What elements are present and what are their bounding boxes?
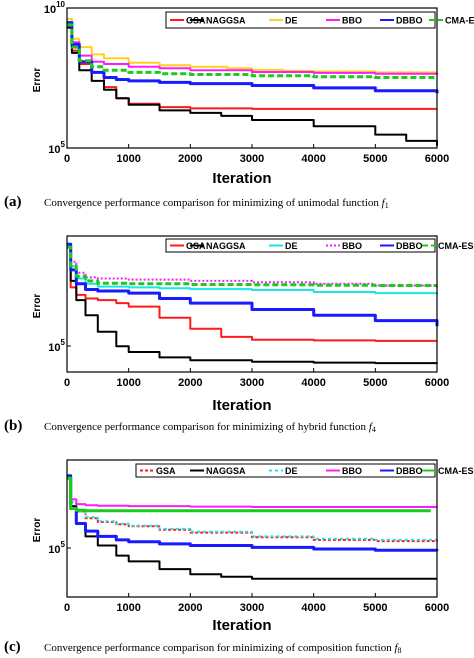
x-tick-label: 0	[64, 377, 70, 389]
y-axis-label: Error	[32, 68, 43, 93]
x-tick-label: 6000	[425, 153, 449, 165]
series-line-cma-es	[67, 23, 439, 79]
series-line-naggsa	[67, 26, 438, 146]
y-axis-label: Error	[32, 518, 43, 543]
y-tick-label: 1010	[44, 0, 66, 16]
series-line-dbbo	[67, 474, 439, 552]
series-line-de	[67, 474, 438, 541]
panel-letter: (b)	[4, 418, 22, 434]
legend-label-bbo: BBO	[342, 16, 362, 26]
x-tick-label: 5000	[363, 153, 387, 165]
legend-label-de: DE	[285, 466, 298, 476]
y-axis-label: Error	[32, 294, 43, 319]
x-tick-label: 1000	[116, 377, 140, 389]
chart-panel-3: 0 1000 2000 3000 4000 5000 6000 105 Iteration Err…	[4, 459, 474, 655]
panel-letter: (a)	[4, 194, 22, 210]
x-tick-label: 1000	[116, 153, 140, 165]
legend-label-naggsa: NAGGSA	[206, 466, 246, 476]
x-tick-label: 5000	[363, 602, 387, 614]
legend-label-bbo: BBO	[342, 241, 362, 251]
x-tick-label: 4000	[301, 153, 325, 165]
legend-label-dbbo: DBBO	[396, 466, 423, 476]
x-tick-label: 4000	[301, 602, 325, 614]
series-line-bbo	[67, 21, 438, 75]
series-line-bbo	[67, 474, 437, 508]
y-tick-label: 105	[48, 540, 65, 556]
series-line-naggsa	[67, 243, 438, 365]
legend-label-bbo: BBO	[342, 466, 362, 476]
chart-panel-2: 0 1000 2000 3000 4000 5000 6000 105 Iteration Err…	[4, 235, 474, 434]
legend-label-naggsa: NAGGSA	[206, 16, 246, 26]
x-tick-label: 3000	[240, 153, 264, 165]
series-line-bbo	[67, 243, 438, 288]
x-tick-label: 3000	[240, 602, 264, 614]
legend-label-gsa: GSA	[156, 466, 176, 476]
legend-label-cma-es: CMA-ES	[438, 466, 474, 476]
x-tick-label: 3000	[240, 377, 264, 389]
y-tick-label: 105	[48, 338, 65, 354]
legend-label-de: DE	[285, 16, 298, 26]
x-tick-label: 6000	[425, 602, 449, 614]
series-line-cma-es	[67, 476, 431, 513]
legend-label-cma-es: CMA-ES	[445, 16, 474, 26]
x-tick-label: 2000	[178, 602, 202, 614]
legend-label-de: DE	[285, 241, 298, 251]
x-axis-label: Iteration	[212, 170, 271, 187]
x-tick-label: 4000	[301, 377, 325, 389]
legend-label-cma-es: CMA-ES	[438, 241, 474, 251]
x-tick-label: 5000	[363, 377, 387, 389]
panel-caption: Convergence performance comparison for m…	[44, 421, 376, 434]
panel-caption: Convergence performance comparison for m…	[44, 642, 402, 655]
x-tick-label: 6000	[425, 377, 449, 389]
legend-label-dbbo: DBBO	[396, 241, 423, 251]
legend-label-dbbo: DBBO	[396, 16, 423, 26]
x-axis-label: Iteration	[212, 617, 271, 634]
x-tick-label: 0	[64, 602, 70, 614]
series-line-cma-es	[67, 245, 437, 287]
series-line-gsa	[67, 243, 437, 342]
panel-caption: Convergence performance comparison for m…	[44, 197, 389, 210]
panel-letter: (c)	[4, 639, 21, 655]
x-axis-label: Iteration	[212, 397, 271, 414]
series-line-dbbo	[67, 242, 439, 327]
x-tick-label: 2000	[178, 153, 202, 165]
y-tick-label: 105	[48, 140, 65, 156]
legend-label-naggsa: NAGGSA	[206, 241, 246, 251]
chart-panel-1: 0 1000 2000 3000 4000 5000 6000 1010 105 Iteratio…	[4, 0, 474, 210]
x-tick-label: 2000	[178, 377, 202, 389]
x-tick-label: 0	[64, 153, 70, 165]
x-tick-label: 1000	[116, 602, 140, 614]
series-line-naggsa	[67, 474, 437, 580]
